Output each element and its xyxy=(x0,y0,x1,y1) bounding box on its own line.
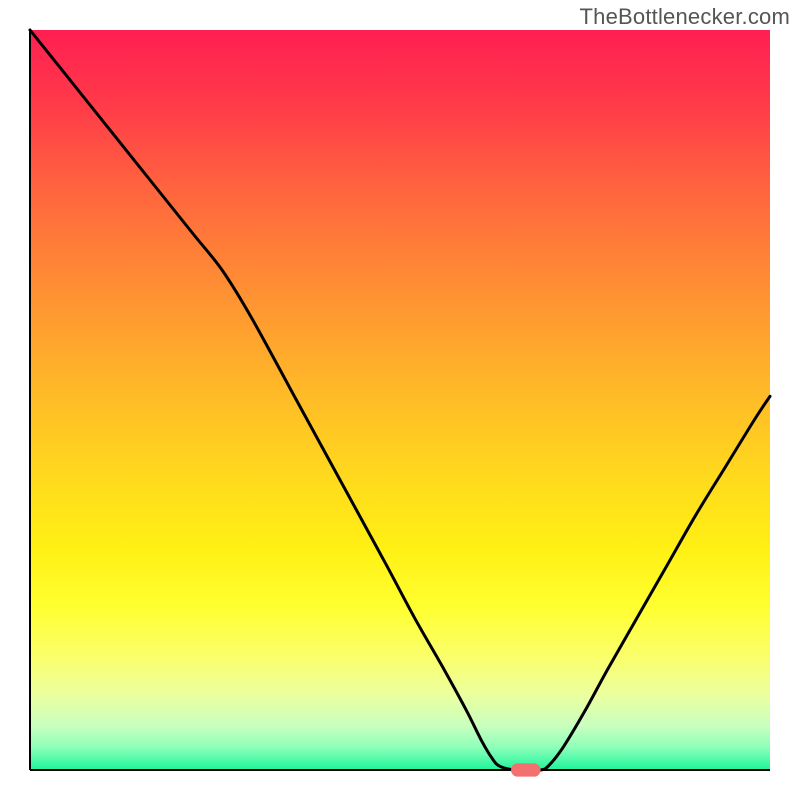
plot-background xyxy=(30,30,770,770)
optimal-marker xyxy=(511,763,541,776)
watermark-text: TheBottlenecker.com xyxy=(580,4,790,30)
chart-container: TheBottlenecker.com xyxy=(0,0,800,800)
bottleneck-chart xyxy=(0,0,800,800)
